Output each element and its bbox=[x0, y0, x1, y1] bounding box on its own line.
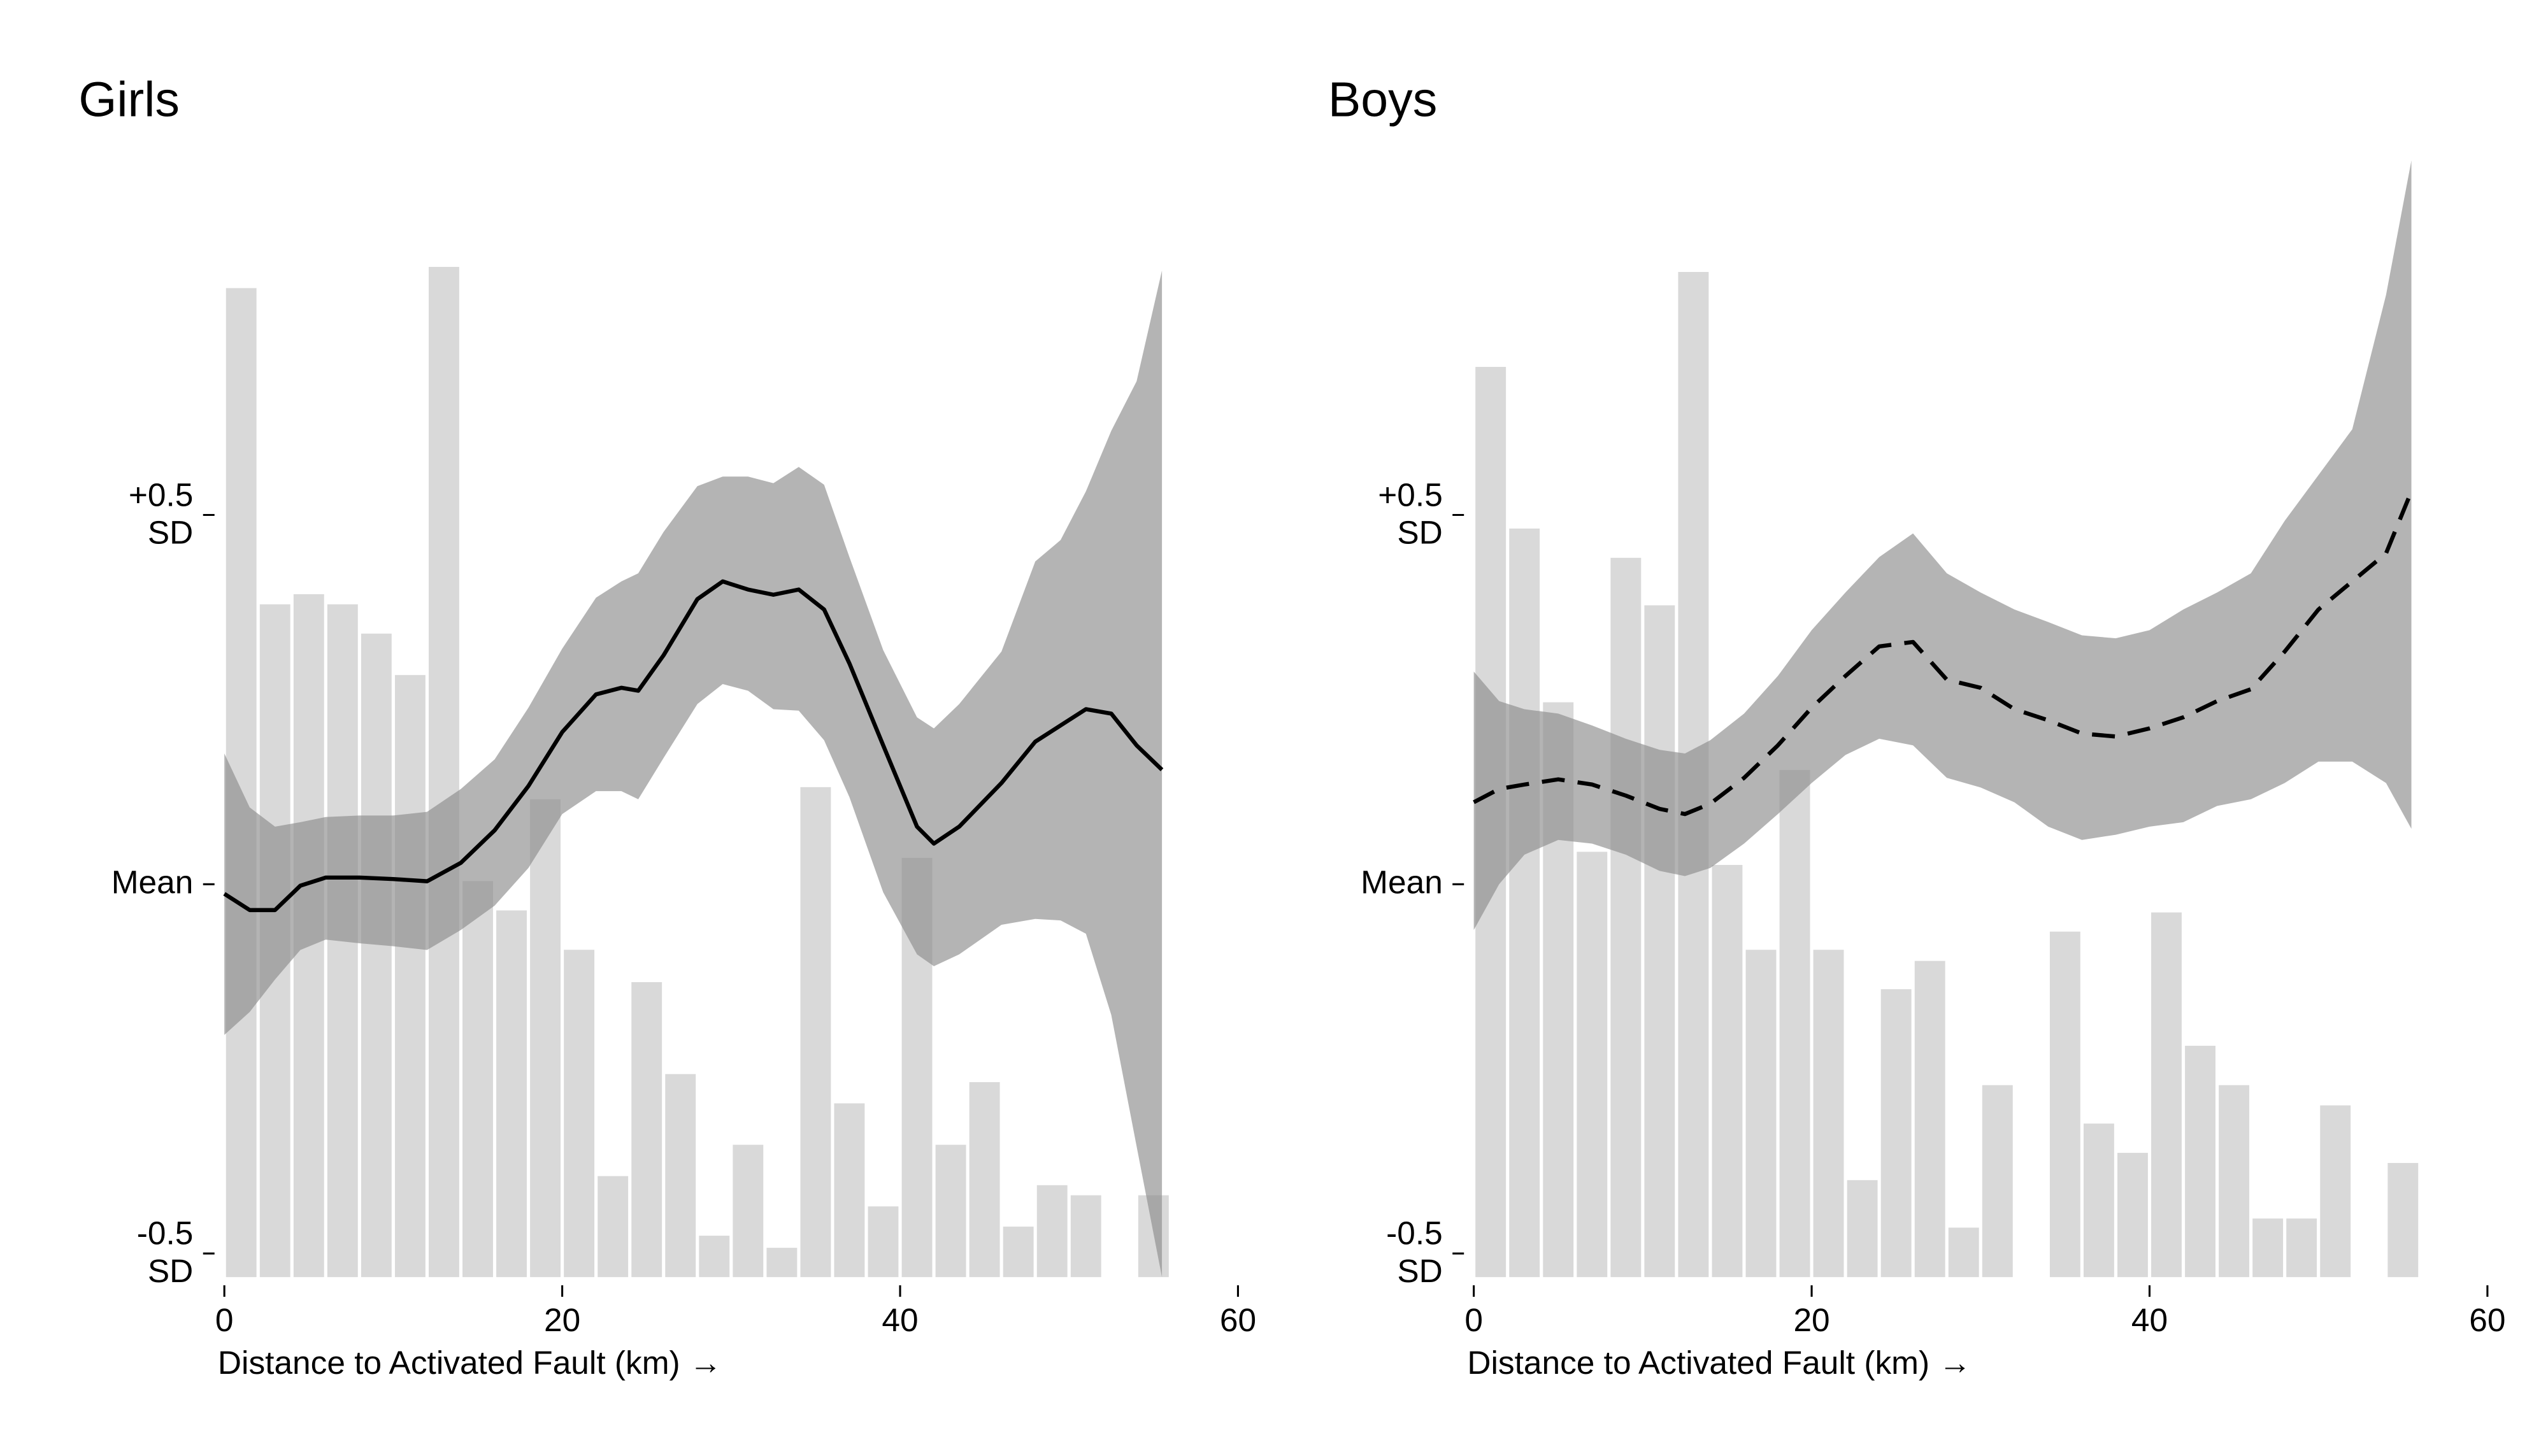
histogram-bar bbox=[2117, 1153, 2148, 1278]
chart-title: Girls bbox=[78, 73, 180, 128]
histogram-bar bbox=[1070, 1195, 1101, 1278]
histogram-bar bbox=[429, 267, 459, 1278]
x-tick-label: 20 bbox=[1793, 1303, 1830, 1339]
y-tick-label: -0.5 SD bbox=[136, 1215, 194, 1290]
chart-title: Boys bbox=[1328, 73, 1438, 128]
histogram-bar bbox=[1509, 528, 1540, 1278]
histogram-bar bbox=[2219, 1085, 2250, 1278]
histogram-bar bbox=[631, 981, 662, 1278]
histogram-bar bbox=[1036, 1185, 1068, 1278]
x-tick-label: 0 bbox=[1464, 1303, 1483, 1339]
histogram-bar bbox=[2151, 912, 2182, 1278]
histogram-bar bbox=[394, 674, 426, 1278]
histogram-bar bbox=[733, 1145, 764, 1278]
histogram-bar bbox=[361, 633, 392, 1278]
histogram-bar bbox=[1914, 960, 1945, 1278]
histogram-bar bbox=[1779, 769, 1810, 1278]
histogram-bar bbox=[834, 1103, 865, 1278]
histogram-bar bbox=[1712, 865, 1743, 1278]
histogram-bar bbox=[699, 1236, 730, 1278]
x-tick-label: 20 bbox=[543, 1303, 581, 1339]
histogram-bar bbox=[530, 799, 561, 1278]
histogram-bar bbox=[1948, 1227, 1979, 1278]
histogram-bar bbox=[1610, 557, 1642, 1278]
x-tick-label: 60 bbox=[2469, 1303, 2506, 1339]
x-tick-label: 60 bbox=[1219, 1303, 1257, 1339]
chart-panel: Girls +0.5 SD Mean -0.5 SD 0 20 40 60 Distance t… bbox=[0, 0, 1274, 1455]
histogram-bar bbox=[1644, 605, 1675, 1278]
histogram-bar bbox=[1745, 950, 1777, 1278]
histogram-bar bbox=[2083, 1124, 2114, 1278]
histogram-bar bbox=[462, 881, 493, 1278]
histogram-bar bbox=[2286, 1218, 2317, 1278]
histogram-bar bbox=[1813, 950, 1844, 1278]
y-tick-label: +0.5 SD bbox=[1378, 477, 1443, 552]
y-tick-label: Mean bbox=[1361, 865, 1443, 902]
plot bbox=[203, 267, 1239, 1297]
x-axis-label: Distance to Activated Fault (km) → bbox=[1467, 1346, 1972, 1382]
histogram-bar bbox=[1880, 989, 1912, 1278]
x-tick-label: 0 bbox=[215, 1303, 234, 1339]
y-tick-label: +0.5 SD bbox=[128, 477, 194, 552]
histogram-bar bbox=[564, 950, 595, 1278]
chart-panel: Boys +0.5 SD Mean -0.5 SD 0 20 40 60 Distance to… bbox=[1249, 0, 2523, 1455]
plot bbox=[1452, 160, 2489, 1297]
histogram-bar bbox=[800, 787, 831, 1278]
histogram-bar bbox=[2049, 931, 2080, 1278]
x-axis-label: Distance to Activated Fault (km) → bbox=[217, 1346, 722, 1382]
x-tick-label: 40 bbox=[2131, 1303, 2168, 1339]
histogram-bar bbox=[598, 1176, 629, 1278]
mean-line bbox=[223, 579, 1164, 913]
histogram-bar bbox=[2252, 1218, 2284, 1278]
histogram-bar bbox=[868, 1206, 899, 1278]
histogram-bar bbox=[1003, 1226, 1034, 1278]
histogram-bar bbox=[665, 1074, 696, 1278]
histogram-bar bbox=[935, 1145, 966, 1278]
histogram-bar bbox=[969, 1082, 1000, 1278]
histogram-bar bbox=[2387, 1162, 2419, 1278]
histogram-bar bbox=[2320, 1105, 2351, 1278]
histogram-bar bbox=[766, 1248, 798, 1278]
histogram-bar bbox=[2185, 1045, 2215, 1278]
x-tick-label: 40 bbox=[882, 1303, 919, 1339]
confidence-band bbox=[224, 270, 1163, 1278]
y-tick-label: Mean bbox=[111, 865, 194, 902]
y-tick-label: -0.5 SD bbox=[1386, 1215, 1443, 1290]
histogram-bar bbox=[1577, 852, 1608, 1278]
histogram-bar bbox=[496, 910, 527, 1278]
mean-line bbox=[1473, 490, 2414, 817]
histogram-bar bbox=[1847, 1180, 1878, 1278]
histogram-bar bbox=[1982, 1085, 2013, 1278]
confidence-band bbox=[1473, 160, 2412, 931]
